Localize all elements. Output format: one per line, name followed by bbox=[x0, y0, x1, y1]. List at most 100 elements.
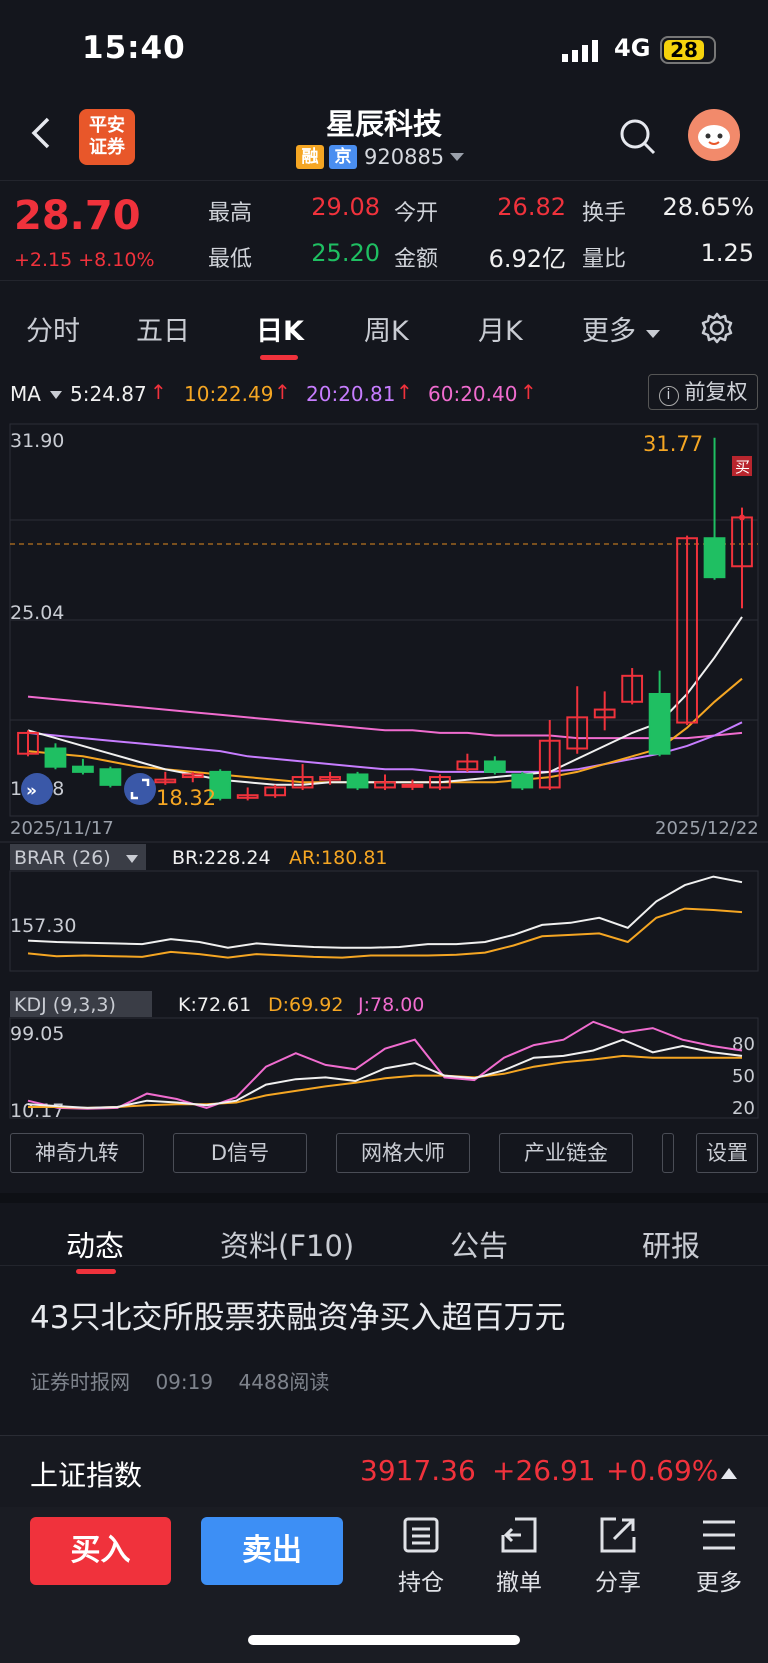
price-axis-top: 31.90 bbox=[10, 430, 64, 452]
tab-more[interactable]: 更多 bbox=[582, 309, 661, 348]
current-price-dot bbox=[739, 514, 745, 521]
expand-left-icon[interactable]: » bbox=[21, 773, 53, 805]
news-title[interactable]: 43只北交所股票获融资净买入超百万元 bbox=[30, 1300, 566, 1336]
ma5-value: 5:24.87 bbox=[70, 382, 147, 406]
tool-nine-turns[interactable]: 神奇九转 bbox=[10, 1133, 144, 1173]
tab-daily-k[interactable]: 日K bbox=[256, 316, 304, 347]
status-bar: 15:40 4G 28 bbox=[0, 0, 768, 100]
candle-up bbox=[593, 708, 616, 719]
active-news-tab-indicator bbox=[76, 1269, 116, 1274]
tool-industry-chain[interactable]: 产业链金 bbox=[499, 1133, 633, 1173]
search-icon[interactable] bbox=[618, 117, 658, 157]
adjust-button[interactable]: i 前复权 bbox=[648, 374, 758, 410]
candle-down bbox=[346, 773, 369, 789]
turnover-value: 28.65% bbox=[662, 193, 754, 221]
share-button[interactable]: 分享 bbox=[583, 1515, 653, 1597]
volume-ratio-value: 1.25 bbox=[700, 239, 754, 267]
margin-tag: 融 bbox=[296, 145, 324, 169]
tab-dynamics[interactable]: 动态 bbox=[66, 1229, 125, 1263]
fullscreen-icon[interactable] bbox=[124, 773, 156, 805]
candle-down bbox=[703, 537, 726, 579]
buy-marker[interactable] bbox=[732, 456, 752, 476]
exchange-tag: 京 bbox=[329, 145, 357, 169]
news-reads: 4488阅读 bbox=[238, 1370, 330, 1394]
low-value: 25.20 bbox=[311, 239, 380, 267]
candle-up bbox=[264, 786, 287, 797]
ma20-up-arrow-icon: ↑ bbox=[396, 380, 413, 404]
candle-up bbox=[181, 773, 204, 779]
tab-announcements[interactable]: 公告 bbox=[450, 1229, 509, 1263]
ma10-up-arrow-icon: ↑ bbox=[274, 380, 291, 404]
candle-down bbox=[511, 773, 534, 789]
d-value: D:69.92 bbox=[268, 994, 343, 1016]
buy-marker-label: 买 bbox=[735, 458, 750, 476]
ma60-up-arrow-icon: ↑ bbox=[520, 380, 537, 404]
candle-up bbox=[291, 776, 314, 789]
ma-label[interactable]: MA bbox=[10, 382, 41, 406]
kdj-axis-top: 99.05 bbox=[10, 1023, 64, 1045]
kdj-label: KDJ (9,3,3) bbox=[14, 994, 116, 1016]
kline-chart[interactable]: 31.90 25.04 18.18 31.77 买 18.32 » 2025/1… bbox=[0, 420, 768, 1140]
bottom-toolbar: 买入 卖出 持仓 撤单 分享 更多 bbox=[0, 1507, 768, 1663]
cancel-order-button[interactable]: 撤单 bbox=[484, 1515, 554, 1597]
br-value: BR:228.24 bbox=[172, 847, 271, 869]
cancel-order-icon bbox=[501, 1517, 537, 1553]
broker-logo[interactable]: 平安 证券 bbox=[79, 109, 135, 165]
ma20-line bbox=[27, 721, 743, 773]
svg-text:»: » bbox=[26, 781, 37, 801]
k-value: K:72.61 bbox=[178, 994, 251, 1016]
news-tabs: 动态 资料(F10) 公告 研报 bbox=[0, 1193, 768, 1274]
expand-up-icon[interactable] bbox=[720, 1466, 738, 1480]
kdj-selector[interactable] bbox=[10, 991, 152, 1017]
home-indicator bbox=[248, 1635, 520, 1645]
tab-f10[interactable]: 资料(F10) bbox=[220, 1229, 355, 1263]
volume-ratio-label: 量比 bbox=[582, 247, 627, 272]
settings-gear-icon[interactable] bbox=[700, 311, 734, 345]
low-label: 最低 bbox=[208, 247, 253, 272]
tab-five-day[interactable]: 五日 bbox=[136, 316, 190, 347]
j-value: J:78.00 bbox=[357, 994, 424, 1016]
open-value: 26.82 bbox=[497, 193, 566, 221]
stock-name: 星辰科技 bbox=[325, 107, 442, 141]
tab-intraday[interactable]: 分时 bbox=[26, 316, 80, 347]
kdj-level-50: 50 bbox=[732, 1066, 755, 1087]
share-icon bbox=[600, 1517, 636, 1553]
stock-tags[interactable]: 融 京 920885 bbox=[296, 145, 465, 169]
ar-value: AR:180.81 bbox=[289, 847, 388, 869]
candle-up bbox=[676, 537, 698, 724]
tool-settings[interactable]: 设置 bbox=[696, 1133, 758, 1173]
index-pct: +0.69% bbox=[606, 1454, 719, 1487]
ma-dropdown-icon[interactable] bbox=[50, 390, 62, 400]
candle-up bbox=[621, 674, 644, 703]
holdings-button[interactable]: 持仓 bbox=[386, 1515, 456, 1597]
stock-code: 920885 bbox=[364, 145, 445, 169]
ma20-value: 20:20.81 bbox=[306, 382, 396, 406]
turnover-label: 换手 bbox=[582, 201, 627, 226]
dropdown-icon[interactable] bbox=[449, 151, 465, 163]
index-change: +26.91 bbox=[492, 1454, 596, 1487]
more-button[interactable]: 更多 bbox=[684, 1515, 754, 1597]
d-line bbox=[28, 1054, 742, 1109]
brar-selector[interactable] bbox=[10, 844, 146, 870]
news-item[interactable]: 43只北交所股票获融资净买入超百万元 证券时报网 09:19 4488阅读 bbox=[0, 1265, 768, 1435]
tool-d-signal[interactable]: D信号 bbox=[173, 1133, 307, 1173]
index-ticker[interactable]: 上证指数 3917.36 +26.91 +0.69% bbox=[0, 1435, 768, 1507]
tool-partial[interactable] bbox=[662, 1133, 674, 1173]
tab-monthly-k[interactable]: 月K bbox=[478, 316, 523, 347]
kdj-frame bbox=[9, 1017, 759, 1119]
candle-up bbox=[456, 760, 479, 771]
buy-button[interactable]: 买入 bbox=[30, 1517, 171, 1585]
amount-value: 6.92亿 bbox=[488, 245, 566, 273]
brar-dropdown-icon bbox=[126, 855, 138, 863]
back-icon[interactable] bbox=[26, 113, 56, 153]
tab-research[interactable]: 研报 bbox=[642, 1229, 701, 1263]
chart-area[interactable]: 31.90 25.04 18.18 31.77 买 18.32 » 2025/1… bbox=[0, 420, 768, 1140]
holdings-icon bbox=[403, 1517, 439, 1553]
tool-grid-master[interactable]: 网格大师 bbox=[336, 1133, 470, 1173]
candle-down bbox=[44, 747, 67, 768]
candle-down bbox=[72, 765, 94, 773]
high-value: 29.08 bbox=[311, 193, 380, 221]
assistant-avatar[interactable] bbox=[688, 109, 740, 161]
tab-weekly-k[interactable]: 周K bbox=[364, 316, 409, 347]
sell-button[interactable]: 卖出 bbox=[201, 1517, 343, 1585]
